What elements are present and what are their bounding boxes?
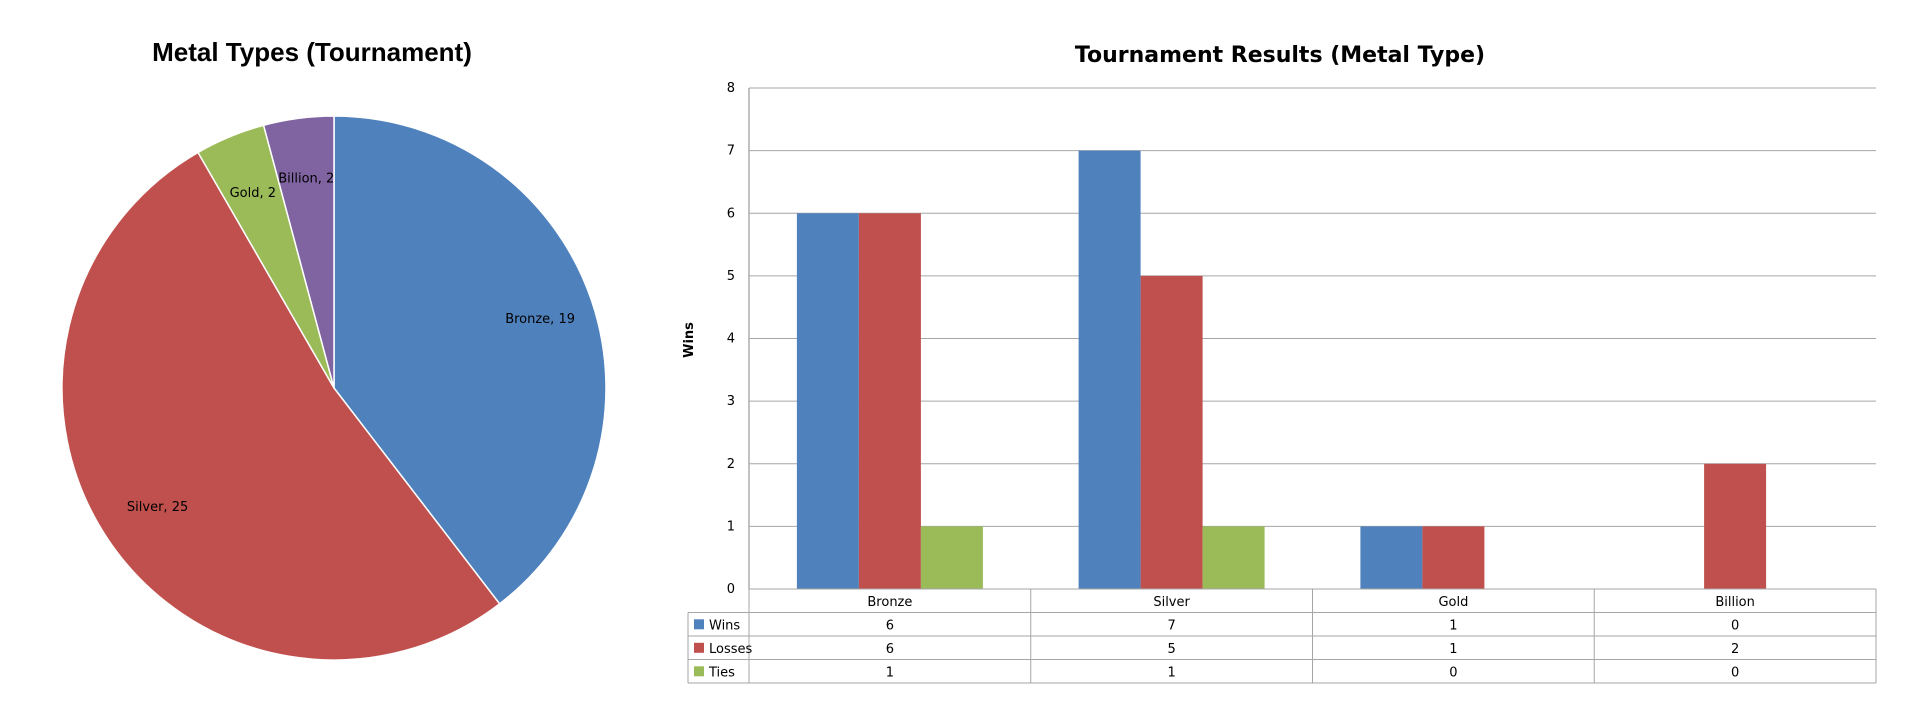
table-cell-value: 0: [1731, 665, 1739, 680]
table-cell-value: 1: [1449, 618, 1457, 633]
bar-ties-bronze: [920, 526, 983, 589]
table-cell-value: 5: [1167, 642, 1175, 657]
pie-slice-silver: [61, 151, 501, 661]
y-tick-label: 7: [727, 144, 735, 159]
pie-slice-bronze: [333, 115, 607, 605]
pie-slice-label: Silver, 25: [127, 500, 188, 515]
legend-label: Losses: [709, 642, 753, 657]
table-cell-value: 6: [886, 618, 894, 633]
y-tick-label: 5: [727, 269, 735, 284]
pie-slice-label: Bronze, 19: [505, 312, 575, 327]
y-tick-label: 2: [727, 457, 735, 472]
table-cell-value: 1: [886, 665, 894, 680]
legend-label: Ties: [708, 665, 735, 680]
table-cell-value: 1: [1167, 665, 1175, 680]
legend-swatch-wins: [694, 619, 704, 630]
table-cell-value: 2: [1731, 642, 1739, 657]
pie-slice-label: Gold, 2: [230, 186, 276, 201]
y-tick-label: 6: [727, 206, 735, 221]
bar-ties-silver: [1202, 526, 1265, 589]
legend-label: Wins: [709, 618, 740, 633]
bar-wins-silver: [1078, 150, 1141, 589]
pie-slice-billion: [262, 115, 335, 389]
pie-slice-label: Billion, 2: [278, 172, 334, 187]
table-cell-value: 1: [1449, 642, 1457, 657]
bar-losses-billion: [1704, 463, 1767, 590]
bar-wins-gold: [1360, 526, 1423, 589]
y-axis-label: Wins: [682, 322, 697, 358]
y-tick-label: 8: [727, 81, 735, 96]
bar-wins-bronze: [796, 213, 859, 590]
x-tick-label: Gold: [1438, 595, 1468, 610]
bar-losses-bronze: [858, 213, 921, 590]
y-tick-label: 0: [727, 582, 735, 597]
legend-swatch-losses: [694, 642, 704, 653]
x-tick-label: Bronze: [867, 595, 912, 610]
table-cell-value: 7: [1167, 618, 1175, 633]
bar-chart: Tournament Results (Metal Type) Wins 0 1 2…: [682, 43, 1877, 684]
y-tick-label: 1: [727, 519, 735, 534]
table-cell-value: 6: [886, 642, 894, 657]
legend-swatch-ties: [694, 666, 704, 677]
bar-losses-gold: [1422, 526, 1485, 589]
table-cell-value: 0: [1731, 618, 1739, 633]
bar-losses-silver: [1140, 275, 1203, 589]
table-cell-value: 0: [1449, 665, 1457, 680]
bar-chart-title: Tournament Results (Metal Type): [1075, 43, 1485, 68]
y-tick-label: 4: [727, 332, 735, 347]
y-tick-label: 3: [727, 394, 735, 409]
x-tick-label: Silver: [1153, 595, 1190, 610]
pie-chart: Metal Types (Tournament) Bronze, 19 Silve…: [61, 37, 607, 661]
x-tick-label: Billion: [1715, 595, 1755, 610]
pie-chart-title: Metal Types (Tournament): [152, 37, 472, 67]
